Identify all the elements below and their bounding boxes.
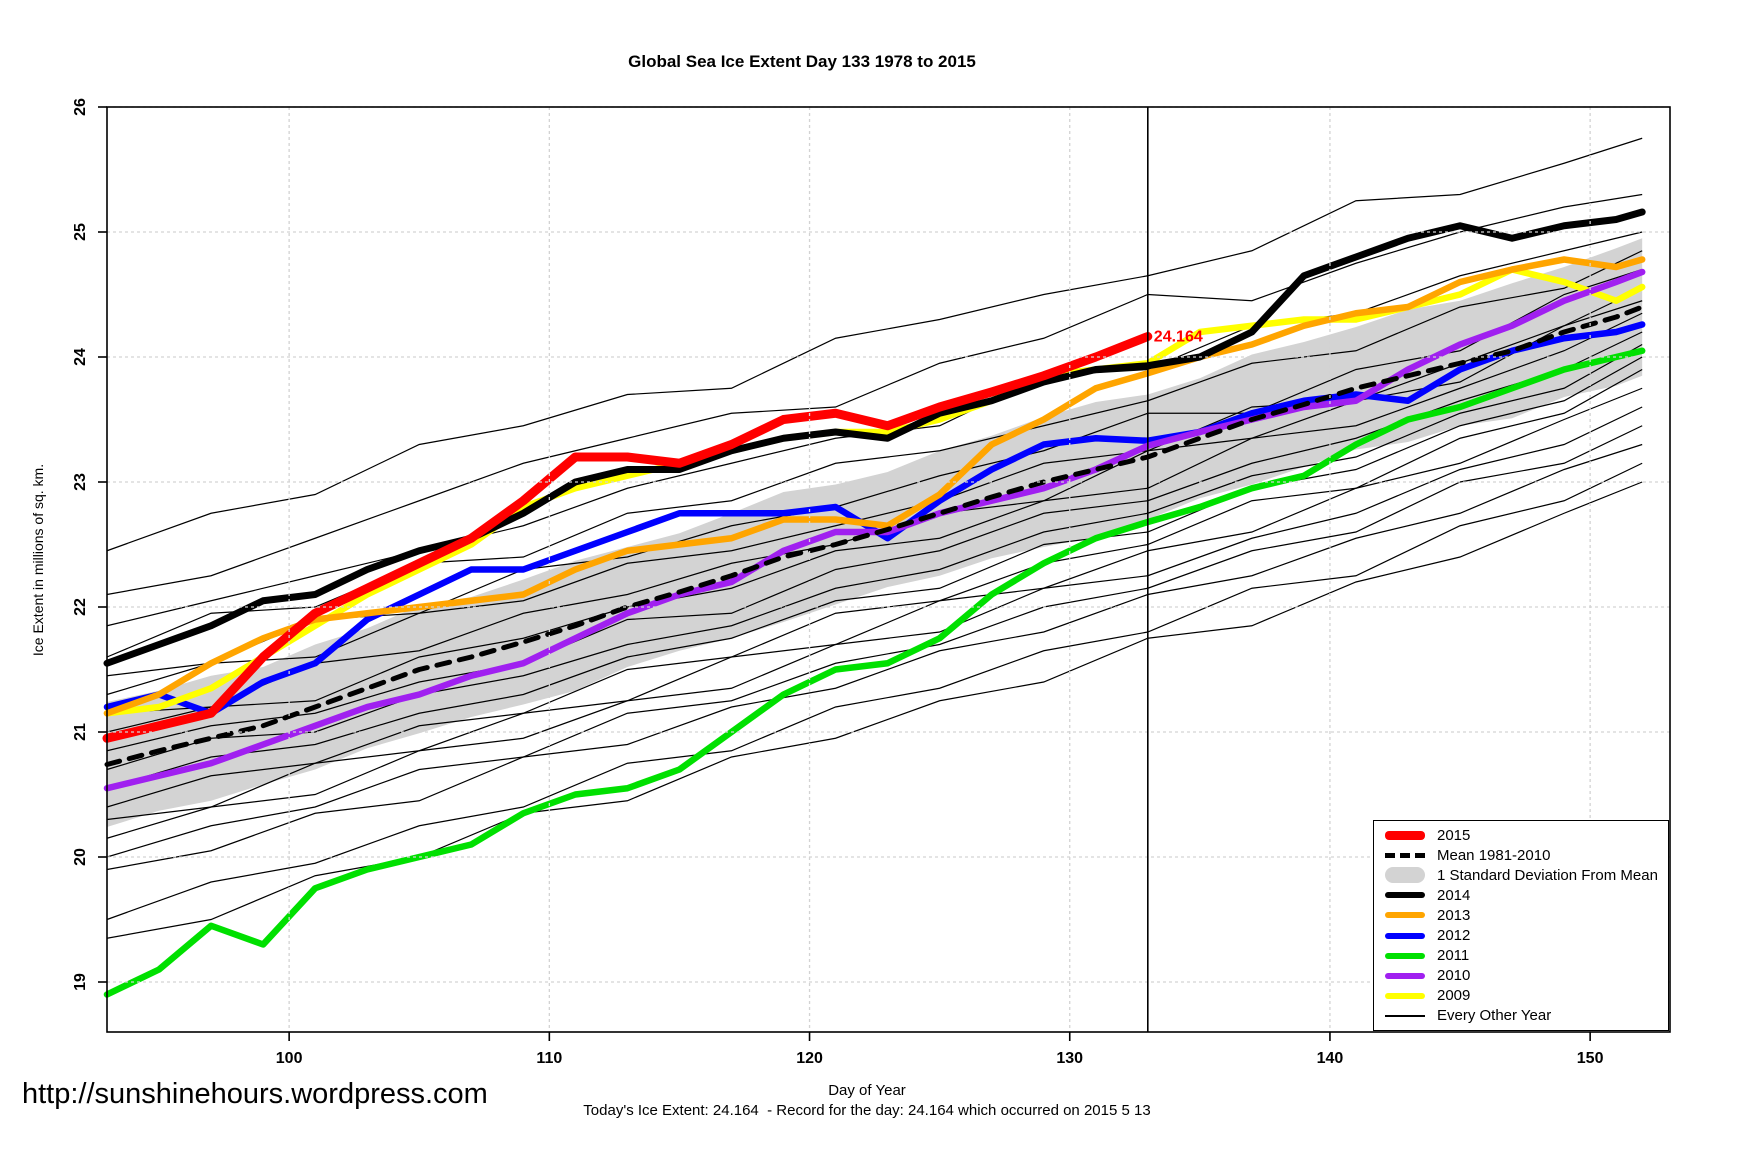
every-other-year-line xyxy=(106,137,1643,552)
x-tick-label: 130 xyxy=(1056,1050,1083,1067)
every-other-year-line xyxy=(106,462,1643,921)
record-annotation: 24.164 xyxy=(1154,329,1203,346)
record-caption: Today's Ice Extent: 24.164 - Record for … xyxy=(583,1102,1151,1119)
x-tick-label: 100 xyxy=(276,1050,303,1067)
legend-label: Mean 1981-2010 xyxy=(1437,846,1551,864)
series-2015 xyxy=(102,332,1153,743)
every-other-year-line xyxy=(106,193,1643,596)
legend-swatch-solid xyxy=(1385,892,1425,899)
legend-item: 2014 xyxy=(1374,887,1668,904)
legend-label: Every Other Year xyxy=(1437,1007,1552,1025)
every-other-year-line xyxy=(106,312,1643,733)
y-tick-label: 20 xyxy=(72,848,89,866)
legend-swatch-band xyxy=(1385,867,1425,884)
x-tick-label: 110 xyxy=(536,1050,562,1067)
y-tick-label: 21 xyxy=(72,723,89,741)
every-other-year-line xyxy=(106,356,1643,789)
legend-swatch-solid xyxy=(1385,972,1425,979)
legend-swatch-solid xyxy=(1385,952,1425,959)
legend: 2015 Mean 1981-2010 1 Standard Deviation F… xyxy=(1373,820,1669,1031)
legend-label: 2015 xyxy=(1437,826,1471,844)
every-other-year-line xyxy=(106,387,1643,821)
y-axis-title: Ice Extent in millions of sq. km. xyxy=(30,463,46,657)
legend-swatch-solid xyxy=(1385,932,1425,939)
every-other-year-line xyxy=(106,425,1643,858)
legend-label: 2011 xyxy=(1437,947,1470,965)
every-other-year-line xyxy=(106,287,1643,696)
legend-item: 2009 xyxy=(1374,987,1668,1004)
legend-item: 2012 xyxy=(1374,927,1668,944)
x-axis-title: Day of Year xyxy=(828,1082,906,1099)
y-tick-label: 22 xyxy=(72,598,89,616)
x-tick-label: 120 xyxy=(796,1050,823,1067)
series-2012 xyxy=(103,321,1646,717)
series-2013 xyxy=(103,256,1646,717)
series-mean-1981-2010 xyxy=(104,304,1645,767)
legend-item: Mean 1981-2010 xyxy=(1374,847,1668,864)
legend-item: 2011 xyxy=(1374,947,1668,964)
legend-item: 2010 xyxy=(1374,967,1668,984)
legend-label: 2014 xyxy=(1437,886,1471,904)
chart-title: Global Sea Ice Extent Day 133 1978 to 20… xyxy=(628,52,976,71)
legend-swatch-solid xyxy=(1385,992,1425,999)
legend-swatch-dashed xyxy=(1385,852,1425,858)
y-tick-label: 25 xyxy=(72,223,89,241)
legend-item: 2013 xyxy=(1374,907,1668,924)
legend-swatch-thick xyxy=(1385,830,1425,840)
legend-label: 2012 xyxy=(1437,927,1471,945)
y-tick-label: 19 xyxy=(72,973,89,991)
legend-item: 2015 xyxy=(1374,827,1668,844)
legend-item: Every Other Year xyxy=(1374,1007,1668,1024)
every-other-year-line xyxy=(106,406,1643,839)
x-tick-label: 140 xyxy=(1317,1050,1344,1067)
series-2011 xyxy=(103,347,1646,998)
x-tick-label: 150 xyxy=(1577,1050,1604,1067)
legend-swatch-solid xyxy=(1385,912,1425,919)
legend-label: 1 Standard Deviation From Mean xyxy=(1437,866,1658,884)
every-other-year-line xyxy=(106,343,1643,771)
legend-label: 2009 xyxy=(1437,987,1471,1005)
every-other-year-line xyxy=(106,443,1643,871)
series-2014 xyxy=(103,208,1646,667)
legend-label: 2013 xyxy=(1437,906,1471,924)
y-tick-label: 24 xyxy=(72,348,89,366)
y-tick-label: 26 xyxy=(72,98,89,116)
legend-item: 1 Standard Deviation From Mean xyxy=(1374,867,1668,884)
y-tick-label: 23 xyxy=(72,473,89,491)
footer-url: http://sunshinehours.wordpress.com xyxy=(22,1078,488,1110)
plot-border xyxy=(106,106,1671,1033)
legend-label: 2010 xyxy=(1437,967,1471,985)
legend-swatch-thin xyxy=(1385,1015,1425,1017)
